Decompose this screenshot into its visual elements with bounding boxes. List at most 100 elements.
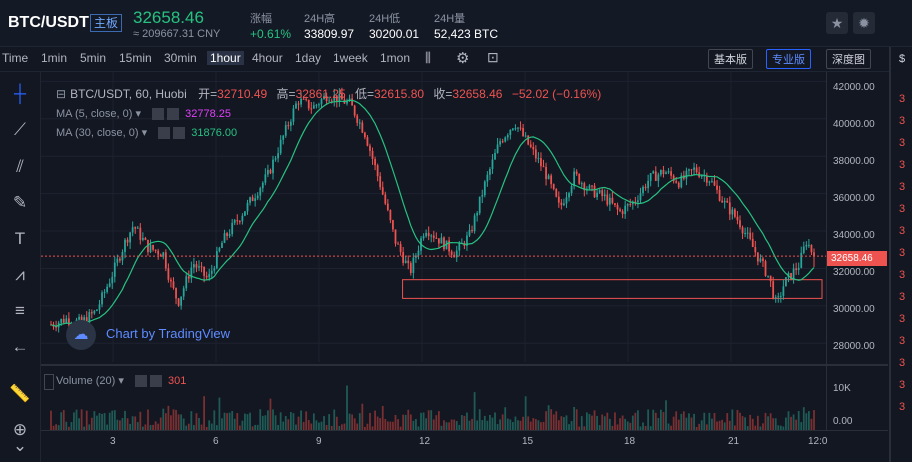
candle-body [399, 244, 402, 253]
tradingview-watermark[interactable]: Chart by TradingView [106, 326, 231, 341]
tf-5min[interactable]: 5min [80, 51, 107, 65]
dropdown-icon[interactable]: ▾ [141, 127, 148, 139]
volume-bar [682, 411, 685, 430]
volume-bar [264, 415, 267, 430]
settings-icon[interactable]: ✹ [853, 12, 875, 34]
trading-pair[interactable]: BTC/USDT [8, 14, 89, 31]
tradingview-logo-icon[interactable]: ☁ [66, 320, 96, 350]
close-icon[interactable] [173, 127, 186, 140]
candle-body [325, 95, 328, 102]
candle-body [190, 267, 193, 279]
volume-bar [703, 412, 706, 430]
dropdown-icon[interactable]: ▾ [118, 375, 124, 387]
volume-bar [210, 423, 213, 430]
stat-change-value: +0.61% [250, 27, 292, 41]
stat-volume-value: 52,423 BTC [434, 27, 499, 41]
volume-bar [731, 409, 734, 430]
candle-body [708, 181, 711, 183]
close-icon[interactable] [149, 375, 162, 388]
eye-icon[interactable] [158, 127, 171, 140]
brush-icon[interactable]: ✎ [12, 193, 28, 212]
volume-bar [113, 410, 116, 430]
candle-body [667, 171, 670, 173]
eye-icon[interactable] [134, 375, 147, 388]
candle-style-icon[interactable]: ⫼ [425, 50, 431, 65]
tf-4hour[interactable]: 4hour [252, 51, 283, 65]
legend-collapse-icon[interactable]: ⊟ [56, 87, 67, 101]
volume-bar [302, 421, 305, 430]
candle-body [113, 262, 116, 277]
panel-glyph: 3 [899, 335, 906, 347]
star-icon[interactable]: ★ [826, 12, 848, 34]
zoom-in-icon[interactable]: ⊕ [12, 420, 28, 439]
candle-body [557, 196, 560, 203]
tf-1week[interactable]: 1week [333, 51, 368, 65]
tf-1hour[interactable]: 1hour [207, 51, 244, 65]
pane-toggle-icon[interactable] [44, 374, 54, 390]
candle-body [527, 135, 530, 145]
candle-body [504, 137, 507, 142]
volume-bar [785, 417, 787, 430]
tf-1min[interactable]: 1min [41, 51, 68, 65]
candle-body [195, 264, 198, 268]
volume-bar [279, 412, 282, 430]
volume-bar [522, 416, 524, 430]
candle-body [762, 258, 764, 262]
candle-body [409, 263, 412, 273]
depth-chart-button[interactable]: 深度图 [826, 49, 871, 69]
pane-divider[interactable] [41, 364, 888, 366]
volume-bar [468, 420, 471, 430]
candle-body [274, 158, 277, 160]
volume-bar [506, 418, 509, 430]
volume-bar [88, 424, 91, 430]
candle-body [221, 242, 223, 248]
candle-body [267, 169, 269, 175]
candle-body [675, 181, 678, 183]
price-axis[interactable]: 42000.00 40000.00 38000.00 36000.00 3400… [826, 72, 889, 430]
parallel-channel-icon[interactable]: ⫽ [16, 157, 24, 176]
tf-time[interactable]: Time [2, 51, 29, 65]
ruler-icon[interactable]: 📏 [9, 384, 31, 403]
volume-bar [167, 405, 170, 430]
ma30-legend[interactable]: MA (30, close, 0) ▾ 31876.00 [56, 126, 237, 140]
volume-bar [249, 412, 251, 430]
volume-bar [695, 426, 698, 430]
pro-view-button[interactable]: 专业版 [766, 49, 811, 69]
tf-30min[interactable]: 30min [164, 51, 197, 65]
panel-glyph: 3 [899, 181, 906, 193]
candle-body [614, 203, 616, 205]
volume-bar [256, 424, 259, 430]
close-icon[interactable] [167, 108, 180, 121]
text-icon[interactable]: T [14, 229, 26, 248]
dropdown-icon[interactable]: ▾ [135, 108, 142, 120]
indicator-settings-icon[interactable]: ⚙ [456, 50, 470, 67]
volume-legend[interactable]: Volume (20) ▾ 301 [56, 374, 186, 388]
candle-body [688, 169, 690, 171]
trend-line-icon[interactable]: ⟋ [14, 120, 26, 139]
pattern-icon[interactable]: ⩘ [15, 265, 25, 284]
candle-body [693, 167, 695, 170]
volume-bar [596, 416, 598, 430]
ma5-legend[interactable]: MA (5, close, 0) ▾ 32778.25 [56, 107, 231, 121]
tf-1mon[interactable]: 1mon [380, 51, 411, 65]
crosshair-icon[interactable]: ┼ [13, 84, 27, 103]
volume-bar [466, 412, 468, 430]
fib-icon[interactable]: ≡ [15, 301, 25, 320]
volume-bar [101, 413, 103, 430]
back-arrow-icon[interactable]: ← [11, 337, 29, 356]
volume-bar [251, 426, 254, 430]
tf-15min[interactable]: 15min [119, 51, 152, 65]
eye-icon[interactable] [152, 108, 165, 121]
price-chart[interactable] [41, 72, 826, 362]
candle-body [555, 188, 558, 197]
basic-view-button[interactable]: 基本版 [708, 49, 753, 69]
chevron-down-icon[interactable]: ⌄ [12, 436, 28, 455]
volume-bar [399, 426, 402, 430]
candle-body [384, 194, 387, 204]
screenshot-icon[interactable]: ⊡ [487, 49, 499, 65]
candle-body [62, 318, 65, 323]
volume-bar [511, 422, 514, 430]
volume-bar [614, 412, 616, 430]
tf-1day[interactable]: 1day [295, 51, 322, 65]
volume-bar [409, 414, 412, 430]
